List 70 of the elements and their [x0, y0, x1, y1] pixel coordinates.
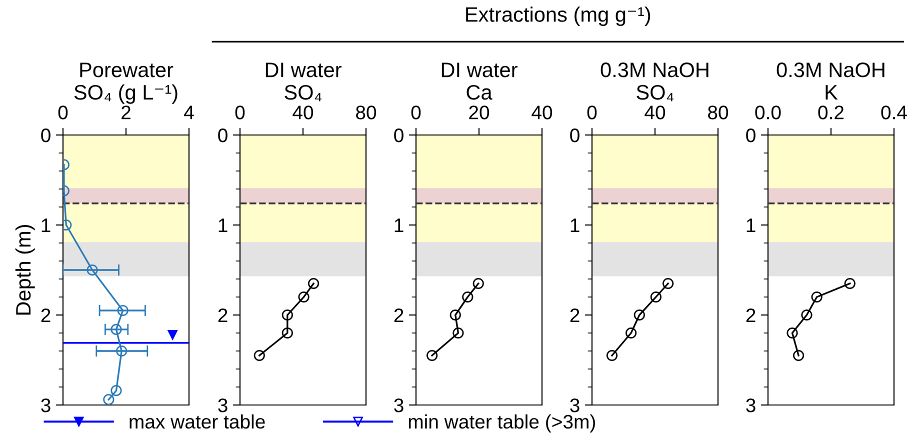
point [116, 345, 128, 357]
x-tick-label: 0.2 [818, 106, 844, 120]
point [606, 350, 618, 362]
point [844, 278, 856, 290]
x-tick-label: 0 [411, 106, 421, 120]
point [793, 350, 804, 362]
y-tick-label: 2 [218, 308, 228, 322]
y-tick-label: 1 [570, 218, 580, 232]
y-tick-label: 3 [218, 398, 228, 412]
point [811, 291, 822, 303]
point [801, 309, 812, 321]
point [308, 278, 320, 290]
point [117, 304, 128, 316]
y-tick-label: 0 [746, 128, 756, 142]
legend-label: max water table [130, 414, 265, 429]
point [662, 278, 674, 290]
point [426, 350, 438, 362]
point [626, 327, 637, 339]
x-tick-label: 80 [356, 106, 376, 120]
point [298, 291, 310, 303]
point [86, 264, 98, 276]
x-tick-label: 40 [644, 106, 666, 120]
x-tick-label: 0.4 [881, 106, 907, 120]
point [254, 350, 265, 362]
y-tick-label: 3 [570, 398, 580, 412]
point [282, 327, 293, 339]
point [110, 385, 122, 396]
point [634, 309, 645, 321]
point [462, 291, 474, 303]
point [472, 278, 484, 290]
y-tick-label: 1 [42, 218, 50, 232]
x-tick-label: 40 [532, 106, 552, 120]
x-tick-label: 0 [58, 106, 68, 120]
x-axis-title: DI water SO₄ [266, 62, 342, 102]
point [786, 327, 798, 339]
text: Extractions (mg g⁻¹) [466, 6, 650, 26]
text: min water table (>3m) [408, 414, 595, 432]
y-tick-label: 3 [394, 398, 404, 412]
y-tick-label: 1 [394, 218, 404, 232]
point [452, 327, 464, 339]
y-tick-label: 2 [41, 308, 50, 322]
point [450, 309, 461, 321]
y-tick-label: 0 [218, 128, 228, 142]
x-tick-label: 20 [469, 106, 490, 120]
y-tick-label: 3 [746, 398, 756, 412]
x-axis-title: 0.3M NaOH SO₄ [600, 62, 708, 102]
x-tick-label: 80 [708, 106, 728, 120]
x-tick-label: 40 [292, 106, 314, 120]
x-axis-title: 0.3M NaOH K [776, 62, 884, 100]
x-axis-title: DI water Ca [442, 62, 518, 100]
x-tick-label: 0 [235, 106, 245, 120]
y-tick-label: 2 [394, 308, 404, 322]
x-tick-label: 0 [587, 106, 597, 120]
y-tick-label: 3 [41, 398, 50, 412]
y-tick-label: 1 [746, 218, 756, 232]
y-tick-label: 2 [570, 308, 580, 322]
y-tick-label: 0 [394, 128, 404, 142]
point [650, 291, 662, 303]
y-tick-label: 2 [746, 308, 756, 322]
point [282, 309, 293, 321]
point [103, 394, 114, 405]
x-tick-label: 4 [184, 106, 194, 120]
y-axis-title: Depth (m) [15, 224, 35, 315]
x-tick-label: 0.0 [755, 106, 781, 120]
x-tick-label: 2 [122, 106, 130, 120]
y-tick-label: 0 [41, 128, 50, 142]
y-tick-label: 0 [570, 128, 580, 142]
point [110, 324, 122, 335]
x-axis-title: Porewater SO₄ (g L⁻¹) [74, 62, 178, 104]
y-tick-label: 1 [218, 218, 228, 232]
